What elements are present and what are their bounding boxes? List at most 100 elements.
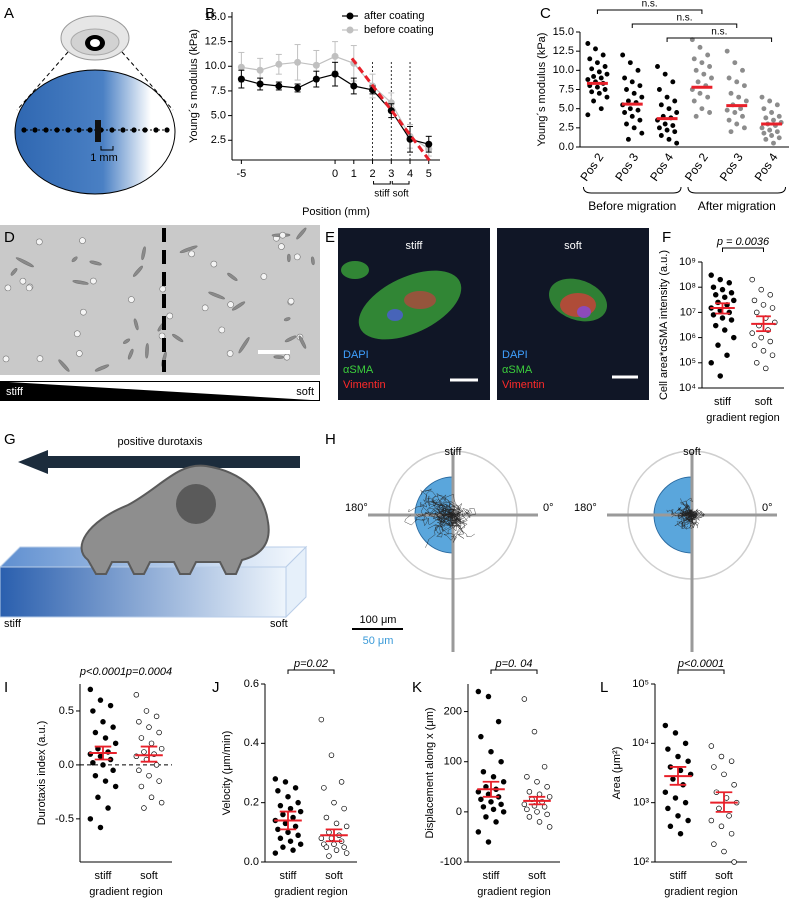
cell-blob xyxy=(145,343,149,359)
cell-blob xyxy=(284,335,297,343)
point xyxy=(740,67,745,73)
point xyxy=(715,342,721,348)
point xyxy=(541,763,548,770)
point xyxy=(331,799,337,806)
cell-blob xyxy=(287,253,291,263)
image-title: soft xyxy=(564,240,582,252)
y-tick-label: -0.5 xyxy=(55,813,74,825)
measure-point xyxy=(21,127,27,133)
point xyxy=(749,330,755,336)
track xyxy=(432,494,464,521)
x-axis-label: Position (mm) xyxy=(302,206,370,218)
point xyxy=(629,113,635,119)
point xyxy=(712,322,719,329)
panel-label: G xyxy=(4,431,16,448)
track xyxy=(404,512,454,526)
x-tick-label: -5 xyxy=(236,168,246,180)
x-tick-label: stiff xyxy=(280,870,298,882)
point xyxy=(90,708,96,714)
point xyxy=(536,819,543,825)
point xyxy=(743,98,749,104)
point xyxy=(758,334,764,341)
y-tick-label: 10⁴ xyxy=(679,382,696,394)
y-axis-label: Cell area*αSMA intensity (a.u.) xyxy=(658,250,670,400)
image-title: stiff xyxy=(406,240,424,252)
point xyxy=(87,686,94,693)
point xyxy=(726,117,732,123)
angle-label: 0° xyxy=(762,502,773,514)
point xyxy=(774,129,780,135)
point xyxy=(589,89,595,95)
point xyxy=(718,753,725,760)
point xyxy=(705,94,711,100)
point xyxy=(728,317,735,323)
measure-point xyxy=(164,127,170,133)
point xyxy=(602,64,608,69)
point xyxy=(475,688,482,695)
cell-blob xyxy=(172,333,184,343)
y-tick-label: 200 xyxy=(444,705,462,717)
point xyxy=(776,113,782,119)
point xyxy=(760,302,767,308)
x-tick-label: stiff xyxy=(670,870,688,882)
cell-blob xyxy=(133,265,143,277)
track xyxy=(437,512,455,526)
x-tick-label: soft xyxy=(715,870,733,882)
panel-label: E xyxy=(325,229,335,246)
cells xyxy=(2,227,315,372)
point xyxy=(490,774,497,780)
y-tick-label: 7.5 xyxy=(211,85,226,97)
track xyxy=(415,505,455,518)
bracket xyxy=(596,9,703,14)
point xyxy=(591,98,597,104)
point xyxy=(490,806,497,813)
x-tick-label: Pos 2 xyxy=(682,150,711,183)
point xyxy=(736,94,742,100)
panel-label: K xyxy=(412,679,422,696)
point xyxy=(724,48,730,54)
nucleus xyxy=(387,309,403,321)
point xyxy=(726,813,732,819)
category-annotation: p<0.0001 xyxy=(79,666,126,678)
angle-label: 180° xyxy=(345,502,368,514)
point xyxy=(719,315,726,321)
point xyxy=(237,63,245,71)
track xyxy=(443,514,465,530)
point xyxy=(275,60,283,68)
point xyxy=(275,826,281,833)
point xyxy=(138,783,145,790)
cell-blob xyxy=(188,250,195,258)
point xyxy=(323,844,330,850)
track-plot xyxy=(607,450,777,652)
point xyxy=(594,60,600,66)
point xyxy=(753,309,760,316)
point xyxy=(627,106,633,112)
point xyxy=(771,117,776,123)
point xyxy=(282,779,289,785)
point xyxy=(672,129,678,135)
point xyxy=(544,811,550,818)
point xyxy=(524,806,530,813)
panel-a: 1 mm xyxy=(14,15,176,195)
cell-blob xyxy=(141,246,146,261)
point xyxy=(724,352,730,358)
panel-label: I xyxy=(4,679,8,696)
point xyxy=(732,110,738,115)
point xyxy=(153,713,160,720)
y-tick-label: 0.5 xyxy=(59,705,74,717)
bracket-label: p=0.02 xyxy=(293,658,328,670)
cell-blob xyxy=(80,308,87,316)
bracket xyxy=(287,669,335,674)
point xyxy=(534,779,540,785)
point xyxy=(710,312,717,318)
point xyxy=(256,66,264,74)
point xyxy=(711,841,717,847)
point xyxy=(672,730,679,736)
point xyxy=(722,327,728,333)
point xyxy=(596,90,602,96)
y-tick-label: 5.0 xyxy=(211,110,226,122)
gel-center xyxy=(90,39,100,47)
point xyxy=(738,106,744,112)
point xyxy=(110,724,116,730)
y-tick-label: 0.0 xyxy=(59,759,74,771)
